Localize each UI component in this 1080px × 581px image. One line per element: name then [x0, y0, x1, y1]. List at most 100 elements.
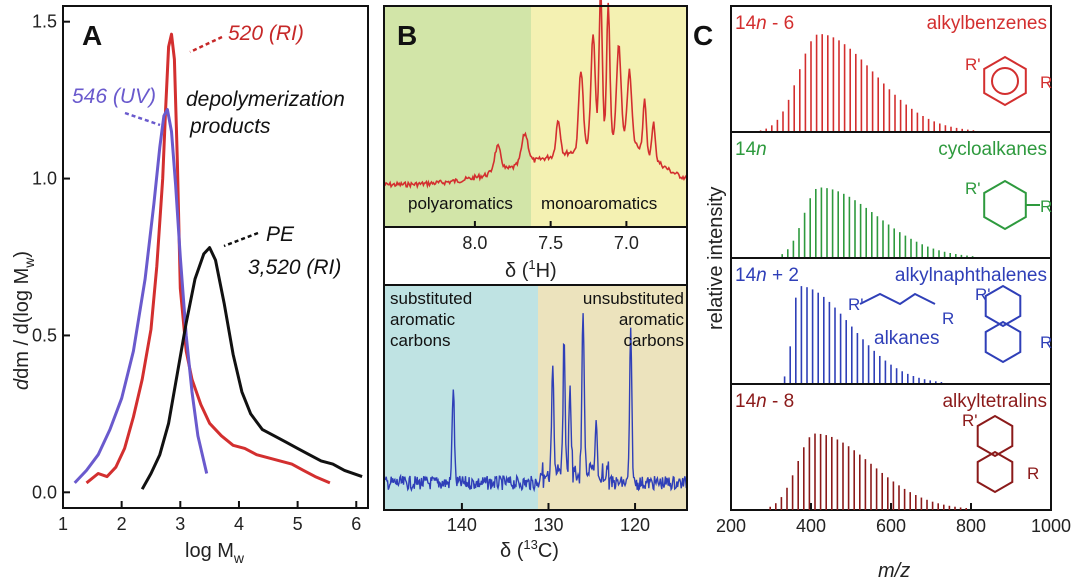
structure-label: R	[1027, 464, 1039, 483]
series-name: cycloalkanes	[938, 139, 1047, 160]
panel-c-ylabel: relative intensity	[705, 187, 727, 330]
structure-icon: R' R	[965, 55, 1052, 107]
panel-b-axis-band	[383, 226, 688, 286]
subplot-cycloalkanes: 14n cycloalkanes R' R	[730, 131, 1052, 259]
x-tick-label: 200	[716, 516, 746, 536]
tetralin-ring-1	[976, 414, 1014, 458]
panel-b-top-poly-shade	[384, 6, 531, 227]
text-unsubstituted-3: carbons	[624, 331, 684, 350]
annotation-pe-2: 3,520 (RI)	[248, 256, 341, 279]
panel-c-x-ticks: 200 400 600 800 1000	[716, 503, 1071, 536]
region-polyaromatics: polyaromatics	[408, 194, 513, 213]
structure-label: R'	[965, 179, 981, 198]
cyclohexane-ring	[983, 179, 1027, 231]
annotation-546-leader	[124, 111, 161, 127]
y-tick-label: 1.5	[32, 12, 57, 32]
structure-label: R'	[848, 295, 864, 314]
panel-b-top-xlabel: δ (1H)	[505, 257, 557, 282]
spectrum-1h-line	[383, 0, 688, 190]
panel-b: B polyaromatics monoaromatics 8.0 7.5 7.0 …	[383, 0, 688, 562]
text-unsubstituted-2: aromatic	[619, 310, 685, 329]
tetralin-ring-2	[976, 450, 1014, 494]
panel-b-top-x-ticks: 8.0 7.5 7.0	[462, 221, 639, 253]
structure-icon: R' R	[965, 179, 1052, 231]
panel-b-bottom-sub-shade	[384, 285, 538, 510]
panel-a-xlabel: log Mw	[185, 540, 245, 566]
x-tick-label: 130	[533, 515, 563, 535]
structure-label: R'	[965, 55, 981, 74]
structure-label: R	[1040, 197, 1052, 216]
x-tick-label: 8.0	[462, 233, 487, 253]
x-tick-label: 4	[234, 514, 244, 534]
x-tick-label: 600	[876, 516, 906, 536]
panel-a-series	[73, 32, 363, 490]
x-tick-label: 2	[117, 514, 127, 534]
structure-icon: R' R R' R	[848, 284, 1052, 364]
x-tick-label: 7.5	[538, 233, 563, 253]
formula-label: 14n	[735, 139, 767, 160]
annotation-depol-2: products	[189, 115, 271, 138]
panel-b-bottom-frame	[383, 284, 688, 511]
text-substituted-3: carbons	[390, 331, 450, 350]
alkane-chain	[859, 292, 936, 306]
naphthalene-ring-1	[984, 284, 1022, 328]
x-tick-label: 120	[620, 515, 650, 535]
region-monoaromatics: monoaromatics	[541, 194, 657, 213]
formula-label: 14n - 6	[735, 13, 794, 34]
y-tick-label: 1.0	[32, 169, 57, 189]
structure-label: R	[1040, 73, 1052, 92]
panel-c-label: C	[693, 20, 713, 51]
series-name: alkylnaphthalenes	[895, 265, 1047, 286]
formula-label: 14n - 8	[735, 391, 794, 412]
alkanes-label: alkanes	[874, 328, 940, 349]
annotation-520-ri: 520 (RI)	[228, 22, 304, 45]
panel-b-top-spectrum	[383, 0, 688, 190]
spectrum-13c-line	[383, 313, 688, 493]
panel-a-y-ticks: 0.0 0.5 1.0 1.5	[32, 12, 70, 502]
x-tick-label: 3	[175, 514, 185, 534]
x-tick-label: 6	[351, 514, 361, 534]
panel-c: C relative intensity 14n - 6 alkylbenzene…	[693, 5, 1071, 581]
text-unsubstituted-1: unsubstituted	[583, 289, 684, 308]
series-line-546-uv-	[73, 108, 209, 484]
formula-label: 14n + 2	[735, 265, 799, 286]
aromatic-circle	[991, 67, 1019, 95]
structure-label: R'	[962, 411, 978, 430]
x-tick-label: 140	[447, 515, 477, 535]
text-substituted-1: substituted	[390, 289, 472, 308]
panel-a-frame	[62, 5, 369, 509]
panel-a-x-ticks: 1 2 3 4 5 6	[58, 501, 361, 534]
x-tick-label: 5	[293, 514, 303, 534]
panel-a-ylabel: ddm / d(log Mw)	[11, 251, 37, 390]
panel-a-label: A	[82, 20, 102, 51]
x-tick-label: 800	[956, 516, 986, 536]
structure-label: R	[1040, 333, 1052, 352]
structure-label: R	[942, 309, 954, 328]
panel-c-subplots: 14n - 6 alkylbenzenes R' R 14n cycloalkanes R'…	[730, 5, 1052, 511]
text-substituted: substituted aromatic carbons	[390, 289, 472, 350]
panel-c-xlabel: m/z	[878, 560, 910, 581]
x-tick-label: 400	[796, 516, 826, 536]
annotation-pe-1: PE	[266, 223, 295, 246]
series-line-pe-3-520-ri-	[140, 246, 363, 490]
structure-icon: R' R	[962, 411, 1039, 494]
panel-b-bottom-x-ticks: 140 130 120	[447, 503, 650, 535]
annotation-546-uv: 546 (UV)	[72, 85, 156, 108]
y-tick-label: 0.5	[32, 325, 57, 345]
series-name: alkylbenzenes	[927, 13, 1047, 34]
text-substituted-2: aromatic	[390, 310, 456, 329]
panel-b-label: B	[397, 20, 417, 51]
y-tick-label: 0.0	[32, 482, 57, 502]
x-tick-label: 1000	[1031, 516, 1071, 536]
naphthalene-ring-2	[984, 320, 1022, 364]
text-unsubstituted: unsubstituted aromatic carbons	[583, 289, 685, 350]
x-tick-label: 1	[58, 514, 68, 534]
x-tick-label: 7.0	[614, 233, 639, 253]
structure-label: R'	[975, 285, 991, 304]
annotation-520-leader	[189, 35, 223, 54]
annotation-depol-1: depolymerization	[186, 88, 345, 111]
panel-b-bottom-xlabel: δ (13C)	[500, 537, 559, 562]
